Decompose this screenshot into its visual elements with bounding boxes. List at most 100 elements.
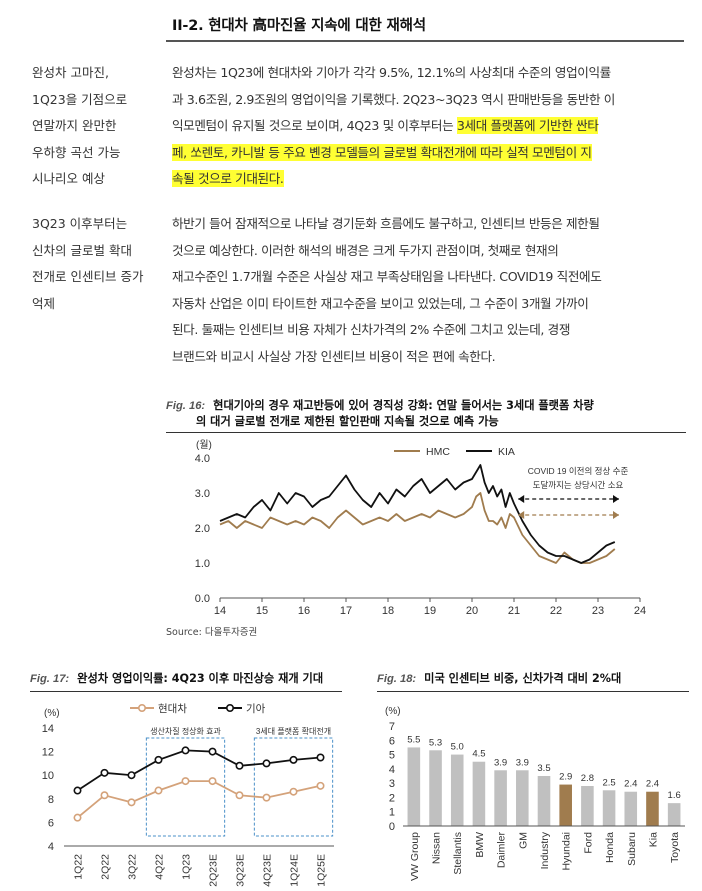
- data-point: [73, 786, 82, 795]
- paragraph-line: 속될 것으로 기대된다.: [172, 166, 690, 193]
- fig16-source: Source: 다올투자증권: [166, 627, 258, 638]
- y-tick-label: 12: [42, 747, 54, 759]
- x-tick-label: 1Q22: [73, 854, 85, 880]
- fig18-rule: [377, 691, 689, 692]
- y-tick-label: 1: [389, 807, 395, 819]
- sidebar-note-line: 완성차 고마진,: [32, 65, 109, 80]
- paragraph-line: 된다. 둘째는 인센티브 비용 자체가 신차가격의 2% 수준에 그치고 있는데…: [172, 322, 571, 337]
- data-label: 2.8: [581, 773, 594, 784]
- series-line: [219, 492, 616, 564]
- fig18-chart: (%) 0 1 2 3 4 5 6 7 5.5 VW Group 5.3 Nissan 5.0 Stella…: [385, 706, 685, 881]
- x-tick-label: Kia: [647, 832, 659, 847]
- legend-marker: [138, 704, 147, 713]
- x-tick-label: 3Q22: [127, 854, 139, 880]
- highlighted-text: 속될 것으로 기대된다.: [172, 170, 284, 187]
- highlighted-text: 3세대 플랫폼에 기반한 싼타: [456, 117, 599, 134]
- bar: [407, 747, 421, 826]
- y-tick-label: 5: [389, 750, 395, 762]
- data-point: [235, 791, 244, 800]
- x-tick-label: 4Q23E: [262, 854, 274, 887]
- arrow-head-right: [613, 511, 619, 519]
- x-tick-label: 1Q25E: [316, 854, 328, 887]
- y-tick-label: 0: [389, 821, 395, 833]
- sidebar-note-line: 신차의 글로벌 확대: [32, 242, 132, 258]
- fig16-chart: (월) 0.0 1.0 2.0 3.0 4.0 14 15 16 17 18 19 20 21 22 23 24…: [195, 439, 646, 617]
- data-point: [127, 798, 136, 807]
- bar: [429, 750, 442, 826]
- box-label: 3세대 플랫폼 확대전개: [256, 726, 331, 736]
- series-line: [76, 780, 321, 819]
- data-point: [181, 777, 190, 786]
- fig16-rule: [166, 432, 686, 433]
- paragraph-line: 브랜드와 비교시 사실상 가장 인센티브 비용이 적은 편에 속한다.: [172, 348, 496, 364]
- legend-label: 기아: [246, 703, 266, 715]
- x-tick-label: GM: [517, 832, 529, 849]
- box-label: 생산차질 정상화 효과: [150, 726, 221, 736]
- paragraph-1: 완성차는 1Q23에 현대차와 기아가 각각 9.5%, 12.1%의 사상최대…: [172, 60, 690, 193]
- paragraph-line: 과 3.6조원, 2.9조원의 영업이익을 기록했다. 2Q23~3Q23 역시…: [172, 91, 615, 107]
- paragraph-line: 재고수준인 1.7개월 수준은 사실상 재고 부족상태임을 나타낸다. COVI…: [172, 269, 602, 284]
- data-label: 5.3: [429, 737, 442, 748]
- data-point: [154, 786, 163, 795]
- series-line: [219, 464, 616, 564]
- annotation-text: COVID 19 이전의 정상 수준: [528, 466, 629, 476]
- x-tick-label: 17: [340, 605, 352, 617]
- x-tick-label: 2Q22: [100, 854, 112, 880]
- data-point: [127, 771, 136, 780]
- x-tick-label: 1Q24E: [289, 854, 301, 887]
- fig17-number: Fig. 17:: [30, 673, 70, 685]
- bar: [472, 761, 486, 826]
- annotation-text: 도달까지는 상당시간 소요: [533, 480, 624, 490]
- sidebar-note-line: 연말까지 완만한: [32, 118, 117, 133]
- data-point: [208, 777, 217, 786]
- x-tick-label: VW Group: [409, 832, 421, 881]
- data-label: 3.9: [494, 757, 507, 768]
- legend-label: HMC: [426, 446, 450, 458]
- sidebar-note-2: 3Q23 이후부터는 신차의 글로벌 확대 전개로 인센티브 증가 억제: [32, 211, 157, 317]
- sidebar-note-line: 전개로 인센티브 증가: [32, 269, 144, 284]
- fig17-rule: [30, 691, 342, 692]
- data-label: 4.5: [472, 749, 485, 760]
- y-tick-label: 1.0: [195, 558, 210, 570]
- sidebar-note-line: 억제: [32, 295, 56, 311]
- title-divider: [166, 40, 684, 42]
- bar: [602, 790, 616, 826]
- bar: [450, 754, 464, 826]
- bar: [559, 784, 572, 826]
- y-axis-label: (%): [44, 708, 60, 719]
- data-label: 1.6: [668, 790, 681, 801]
- fig17-caption: Fig. 17: 완성차 영업이익률: 4Q23 이후 마진상승 재개 기대: [30, 672, 324, 685]
- data-label: 2.5: [602, 777, 615, 788]
- section-title: II-2. 현대차 高마진율 지속에 대한 재해석: [172, 18, 426, 34]
- fig18-caption: Fig. 18: 미국 인센티브 비중, 신차가격 대비 2%대: [377, 672, 622, 685]
- x-tick-label: 21: [508, 605, 520, 617]
- data-point: [73, 813, 82, 822]
- arrow-head-left: [518, 495, 525, 503]
- data-label: 3.9: [516, 757, 529, 768]
- bar: [667, 803, 681, 826]
- x-tick-label: 19: [424, 605, 436, 617]
- x-tick-label: Honda: [604, 832, 616, 863]
- sidebar-note-line: 우하향 곡선 가능: [32, 144, 121, 160]
- bar: [494, 770, 507, 826]
- data-point: [289, 755, 298, 764]
- x-tick-label: Nissan: [431, 832, 443, 864]
- data-point: [154, 755, 163, 764]
- x-tick-label: 3Q23E: [235, 854, 247, 887]
- sidebar-note-line: 3Q23 이후부터는: [32, 216, 128, 231]
- y-tick-label: 2.0: [195, 523, 210, 535]
- paragraph-line: 하반기 들어 잠재적으로 나타날 경기둔화 흐름에도 불구하고, 인센티브 반등…: [172, 216, 600, 231]
- y-tick-label: 14: [42, 723, 54, 735]
- y-tick-label: 8: [48, 794, 54, 806]
- y-tick-label: 0.0: [195, 593, 210, 605]
- y-tick-label: 6: [48, 817, 54, 829]
- x-tick-label: 18: [382, 605, 394, 617]
- y-tick-label: 6: [389, 735, 395, 747]
- x-tick-label: 23: [592, 605, 604, 617]
- arrow-head-right: [613, 495, 619, 503]
- x-tick-label: Ford: [582, 832, 594, 854]
- fig18-number: Fig. 18:: [377, 673, 417, 685]
- y-tick-label: 2: [389, 792, 395, 804]
- paragraph-2: 하반기 들어 잠재적으로 나타날 경기둔화 흐름에도 불구하고, 인센티브 반등…: [172, 211, 690, 370]
- legend-marker: [226, 704, 235, 713]
